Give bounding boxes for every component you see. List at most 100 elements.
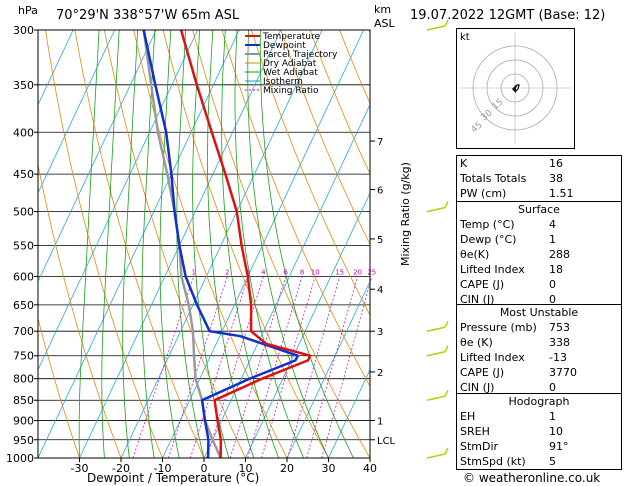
mixing-ratio-label: 6 (283, 268, 288, 276)
surface-key: CAPE (J) (460, 278, 505, 291)
surface-key: CIN (J) (460, 293, 495, 306)
hodo-row: EH 1 (457, 409, 621, 424)
index-row: Totals Totals 38 (457, 171, 621, 186)
wet-adiabat-line (101, 30, 120, 458)
hodo-row: StmDir 91° (457, 439, 621, 454)
mu-row: θe (K) 338 (457, 335, 621, 350)
isotherm-line (38, 30, 74, 106)
index-key: Totals Totals (460, 172, 527, 185)
surface-row: Dewp (°C) 1 (457, 232, 621, 247)
hodo-key: StmDir (460, 440, 499, 453)
mu-key: CAPE (J) (460, 366, 505, 379)
dry-adiabat-line (38, 317, 80, 458)
dry-adiabat-line (309, 30, 370, 175)
dry-adiabat-line (45, 30, 163, 458)
mixing-ratio-label: 8 (300, 268, 304, 276)
surface-value: 4 (549, 218, 556, 231)
hodo-key: StmSpd (kt) (460, 455, 526, 468)
mu-value: -13 (549, 351, 567, 364)
km-tick-label: 6 (377, 186, 383, 197)
mixing-ratio-line (287, 276, 341, 459)
index-value: 38 (549, 172, 563, 185)
wind-barb-icon (426, 389, 449, 401)
hodo-value: 91° (549, 440, 569, 453)
pressure-tick-label: 900 (13, 415, 34, 428)
wet-adiabat-line (221, 30, 280, 458)
surface-row: CAPE (J) 0 (457, 277, 621, 292)
index-key: K (460, 157, 468, 170)
pressure-tick-label: 450 (13, 168, 34, 181)
mixing-ratio-line (247, 276, 303, 459)
dry-adiabat-line (38, 162, 122, 458)
surface-key: θe(K) (460, 248, 490, 261)
mu-key: Lifted Index (460, 351, 525, 364)
pressure-tick-label: 350 (13, 79, 34, 92)
mu-value: 0 (549, 381, 556, 394)
surface-row: θe(K) 288 (457, 247, 621, 262)
most-unstable-panel: Most Unstable Pressure (mb) 753 θe (K) 338… (456, 304, 622, 396)
wind-barb-icon (426, 447, 449, 459)
dry-adiabat-line (74, 30, 205, 458)
location-title: 70°29'N 338°57'W 65m ASL (56, 8, 240, 23)
pressure-tick-label: 400 (13, 126, 34, 139)
mixing-ratio-line (261, 276, 316, 459)
pressure-tick-label: 850 (13, 394, 34, 407)
mu-key: θe (K) (460, 336, 493, 349)
wet-adiabat-line (159, 30, 180, 458)
km-tick-label: 3 (377, 327, 383, 338)
pressure-tick-label: 1000 (6, 452, 34, 465)
pressure-tick-label: 800 (13, 373, 34, 386)
surface-panel: Surface Temp (°C) 4 Dewp (°C) 1 θe(K) 288 L… (456, 201, 622, 308)
km-tick-label: 4 (377, 285, 383, 296)
temp-tick-label: -20 (112, 462, 130, 475)
pressure-tick-label: 650 (13, 299, 34, 312)
mu-row: Lifted Index -13 (457, 350, 621, 365)
pressure-tick-label: 300 (13, 24, 34, 37)
pressure-tick-label: 550 (13, 239, 34, 252)
mixing-ratio-line (321, 276, 373, 459)
hodograph: kt 45 30 15 (456, 28, 575, 149)
pressure-unit-label: hPa (18, 4, 38, 17)
wind-barb-icon (426, 345, 449, 357)
surface-title: Surface (518, 203, 560, 216)
legend-label: Mixing Ratio (263, 86, 319, 96)
temperature-line (179, 30, 312, 458)
isotherm-line (38, 30, 116, 195)
surface-value: 18 (549, 263, 563, 276)
mixing-ratio-label: 15 (335, 268, 344, 276)
wet-adiabat-line (176, 30, 205, 458)
pressure-tick-label: 700 (13, 325, 34, 338)
hodo-row: StmSpd (kt) 5 (457, 454, 621, 469)
isotherm-line (38, 30, 199, 371)
mixing-ratio-label: 2 (225, 268, 229, 276)
mu-row: Pressure (mb) 753 (457, 320, 621, 335)
km-label: km (374, 3, 392, 16)
isotherm-line (38, 30, 240, 458)
mu-key: CIN (J) (460, 381, 495, 394)
index-key: PW (cm) (460, 187, 507, 200)
x-axis-title: Dewpoint / Temperature (°C) (87, 471, 260, 485)
pressure-tick-label: 500 (13, 206, 34, 219)
dry-adiabat-line (192, 30, 370, 458)
surface-value: 0 (549, 293, 556, 306)
indices-panel: K 16 Totals Totals 38 PW (cm) 1.51 (456, 155, 622, 202)
mixing-ratio-label: 4 (261, 268, 266, 276)
surface-key: Temp (°C) (460, 218, 515, 231)
mu-row: CIN (J) 0 (457, 380, 621, 395)
isotherm-line (286, 280, 370, 458)
surface-row: CIN (J) 0 (457, 292, 621, 307)
wind-barb-icon (426, 201, 449, 213)
footer-credit: © weatheronline.co.uk (463, 471, 601, 485)
hodograph-trace (514, 84, 520, 92)
temp-tick-label: 30 (322, 462, 336, 475)
hodo-key: EH (460, 410, 476, 423)
isotherm-line (245, 192, 370, 458)
surface-row: Lifted Index 18 (457, 262, 621, 277)
temp-tick-label: 10 (239, 462, 253, 475)
legend-label: Dry Adiabat (263, 59, 317, 69)
isotherm-line (120, 30, 323, 458)
mu-key: Pressure (mb) (460, 321, 537, 334)
surface-key: Dewp (°C) (460, 233, 517, 246)
index-row: PW (cm) 1.51 (457, 186, 621, 201)
